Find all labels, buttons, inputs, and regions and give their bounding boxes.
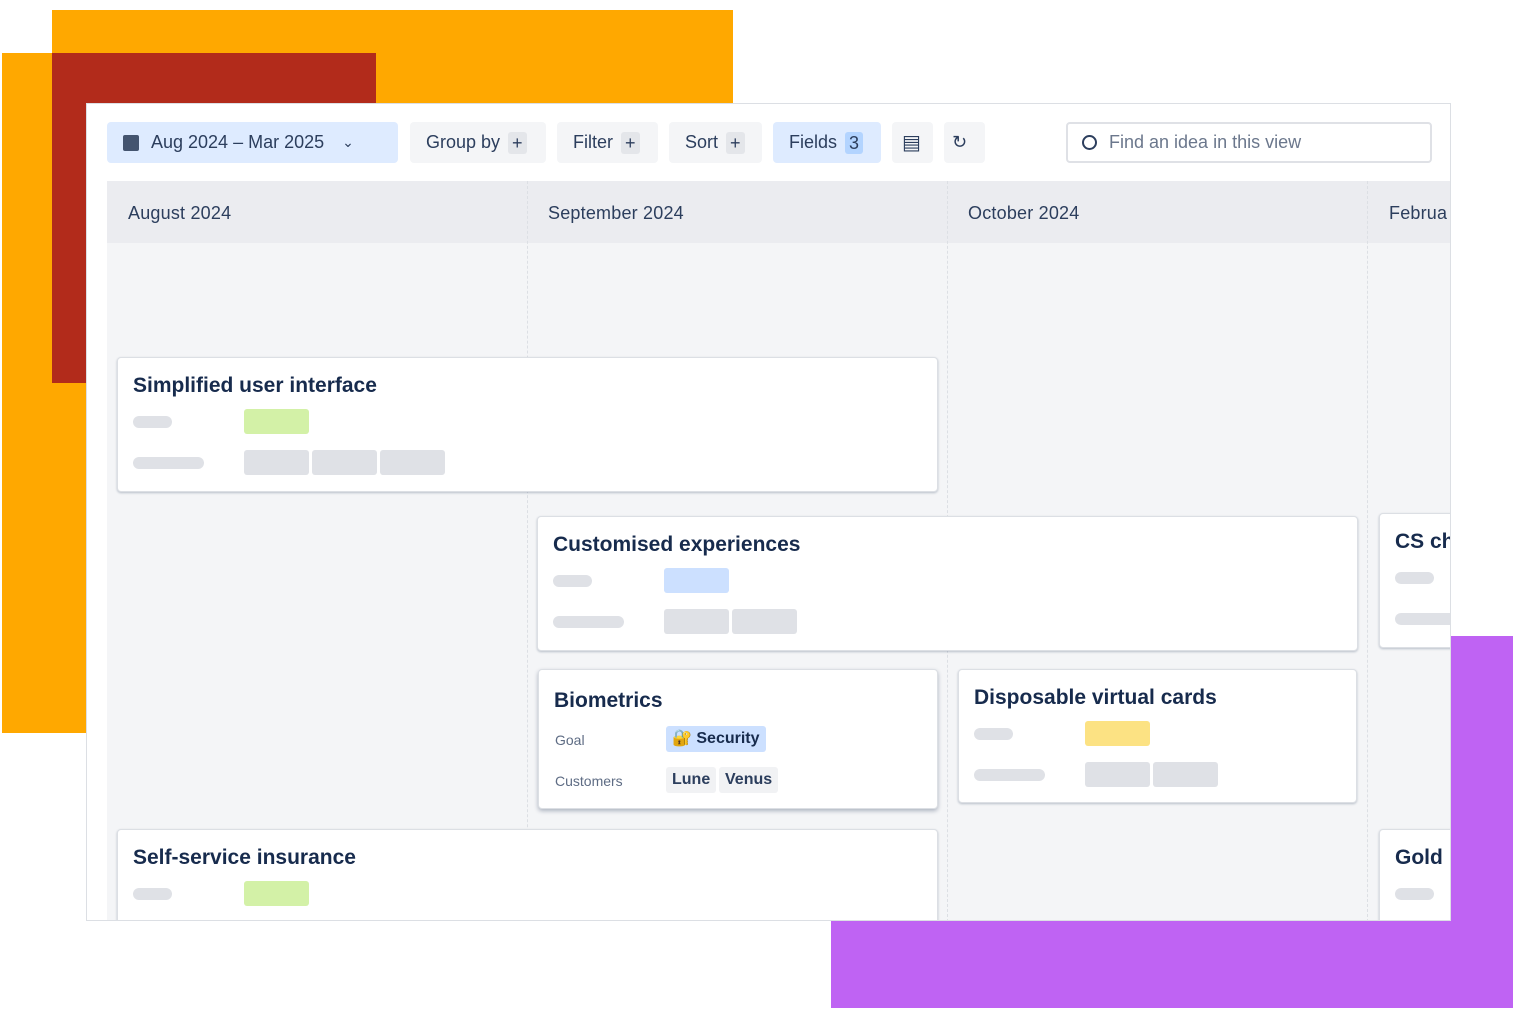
placeholder	[133, 416, 172, 428]
customers-label: Customers	[555, 773, 623, 789]
card-title: Self-service insurance	[133, 846, 356, 869]
card-customised-experiences[interactable]: Customised experiences	[537, 516, 1358, 651]
fields-label: Fields	[789, 132, 838, 152]
card-title: Customised experiences	[553, 533, 801, 556]
card-title: Biometrics	[554, 689, 663, 712]
plus-icon: +	[726, 131, 745, 154]
placeholder-tag	[664, 609, 729, 634]
card-self-service-insurance[interactable]: Self-service insurance	[117, 829, 938, 920]
placeholder-tag	[1085, 762, 1150, 787]
row-height-icon: ▤	[902, 132, 921, 154]
search-icon	[1082, 135, 1097, 150]
customer-tag[interactable]: Lune	[666, 767, 717, 793]
card-title: CS ch	[1395, 530, 1451, 553]
placeholder-tag	[312, 450, 377, 475]
goal-tag	[1085, 721, 1150, 746]
month-september: September 2024	[548, 203, 684, 223]
placeholder	[133, 888, 172, 900]
filter-button[interactable]: Filter +	[557, 122, 658, 163]
timeline-window: Aug 2024 – Mar 2025 ⌄ Group by + Filter + …	[86, 103, 1451, 921]
card-disposable-virtual-cards[interactable]: Disposable virtual cards	[958, 669, 1357, 803]
placeholder	[553, 575, 592, 587]
sort-label: Sort	[685, 132, 719, 152]
plus-icon: +	[621, 131, 640, 154]
search-placeholder: Find an idea in this view	[1109, 132, 1302, 152]
card-title: Simplified user interface	[133, 374, 377, 397]
timeline-board: August 2024 September 2024 October 2024 …	[107, 181, 1451, 920]
placeholder-tag	[380, 450, 445, 475]
goal-tag	[664, 568, 729, 593]
month-october: October 2024	[968, 203, 1080, 223]
group-by-label: Group by	[426, 132, 501, 152]
month-february: Februa	[1389, 203, 1448, 223]
column-divider	[527, 181, 528, 920]
placeholder	[1395, 888, 1434, 900]
lock-key-icon: 🔐	[672, 730, 692, 747]
card-title: Disposable virtual cards	[974, 686, 1217, 709]
column-divider	[1367, 181, 1368, 920]
sort-button[interactable]: Sort +	[669, 122, 762, 163]
placeholder-tag	[732, 609, 797, 634]
goal-value: Security	[696, 730, 760, 747]
placeholder	[1395, 572, 1434, 584]
date-range-label: Aug 2024 – Mar 2025	[151, 132, 325, 152]
customer-tag[interactable]: Venus	[719, 767, 779, 793]
filter-label: Filter	[573, 132, 613, 152]
auto-arrange-icon: ↻	[952, 132, 968, 152]
card-cs[interactable]: CS ch	[1379, 513, 1451, 648]
placeholder	[974, 769, 1045, 781]
goal-tag	[244, 881, 309, 906]
plus-icon: +	[508, 131, 527, 154]
month-august: August 2024	[128, 203, 232, 223]
card-gold[interactable]: Gold i	[1379, 829, 1451, 920]
goal-tag-security[interactable]: 🔐 Security	[666, 726, 766, 752]
date-range-button[interactable]: Aug 2024 – Mar 2025 ⌄	[107, 122, 398, 163]
goal-tag	[244, 409, 309, 434]
placeholder	[553, 616, 624, 628]
group-by-button[interactable]: Group by +	[410, 122, 546, 163]
card-biometrics[interactable]: Biometrics Goal 🔐 Security Customers Lun…	[538, 669, 938, 809]
placeholder	[974, 728, 1013, 740]
goal-label: Goal	[555, 732, 585, 748]
placeholder-tag	[244, 450, 309, 475]
calendar-icon	[123, 134, 139, 151]
row-height-button[interactable]: ▤	[892, 122, 933, 163]
card-title: Gold i	[1395, 846, 1451, 869]
placeholder-tag	[1153, 762, 1218, 787]
chevron-down-icon: ⌄	[342, 134, 354, 150]
auto-arrange-button[interactable]: ↻	[944, 122, 985, 163]
fields-button[interactable]: Fields 3	[773, 122, 881, 163]
fields-count: 3	[845, 131, 864, 154]
month-header: August 2024 September 2024 October 2024 …	[107, 181, 1450, 243]
card-simplified-user-interface[interactable]: Simplified user interface	[117, 357, 938, 492]
placeholder	[133, 457, 204, 469]
search-input[interactable]: Find an idea in this view	[1066, 122, 1432, 163]
placeholder	[1395, 613, 1450, 625]
